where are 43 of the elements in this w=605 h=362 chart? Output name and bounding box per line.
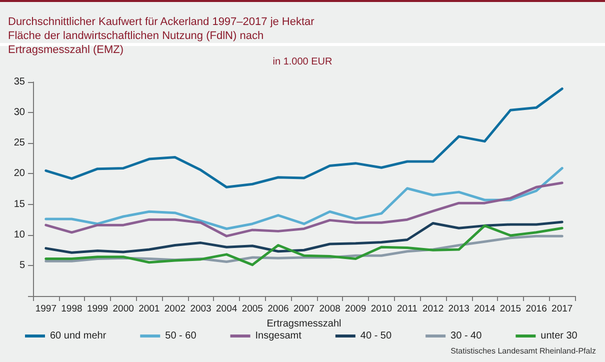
x-tick-label: 2015: [500, 304, 522, 314]
text: Statistisches Landesamt Rheinland-Pfalz: [450, 346, 596, 356]
x-tick-label: 2014: [474, 304, 496, 314]
y-tick-label: 30: [14, 107, 26, 118]
legend-label: 30 - 40: [450, 330, 482, 342]
y-tick-label: 20: [14, 168, 26, 180]
x-tick-label: 2001: [138, 304, 160, 314]
x-tick-label: 2003: [190, 304, 212, 314]
y-tick-label: 35: [14, 76, 26, 88]
x-tick-label: 1998: [61, 304, 82, 314]
x-tick-label: 2010: [370, 304, 392, 314]
chart-subtitle: in 1.000 EUR: [272, 56, 332, 68]
x-tick-label: 2016: [526, 304, 547, 314]
legend-label: Insgesamt: [255, 330, 302, 342]
legend-label: 50 - 60: [165, 330, 197, 342]
x-tick-label: 2011: [397, 304, 418, 314]
chart-title: Durchschnittlicher Kaufwert für Ackerland 1997–2017 je Hektar Fläche der landwirtschaftlichen Nutzung (FdlN) nach Ertragsmesszahl (EMZ): [8, 16, 318, 56]
x-tick-label: 2008: [319, 304, 340, 314]
line-series: [44, 166, 564, 230]
y-tick-label: 25: [14, 138, 26, 149]
y-tick-label: 15: [14, 198, 26, 210]
line-series: [44, 220, 564, 254]
line-series: [44, 224, 564, 266]
line-series: [44, 87, 564, 188]
x-tick-label: 2012: [422, 304, 444, 314]
x-tick-label: 2004: [216, 304, 238, 314]
y-tick-label: 5: [19, 260, 26, 271]
x-tick-label: 1999: [86, 304, 108, 314]
line-series: [44, 182, 564, 238]
legend-label: 40 - 50: [360, 330, 392, 342]
x-tick-label: 2009: [345, 304, 366, 314]
x-tick-label: 2002: [164, 304, 186, 314]
x-tick-label: 2000: [112, 304, 134, 314]
x-axis-title: Ertragsmesszahl: [266, 318, 342, 330]
x-tick-label: 2013: [448, 304, 470, 314]
x-tick-label: 2007: [293, 304, 315, 314]
y-tick-label: 10: [14, 229, 26, 240]
x-tick-label: 2006: [268, 304, 289, 314]
legend-label: unter 30: [540, 330, 578, 342]
x-tick-label: 2005: [242, 304, 263, 314]
x-tick-label: 2017: [552, 304, 573, 314]
x-tick-label: 1997: [35, 304, 56, 314]
legend-label: 60 und mehr: [50, 330, 107, 342]
